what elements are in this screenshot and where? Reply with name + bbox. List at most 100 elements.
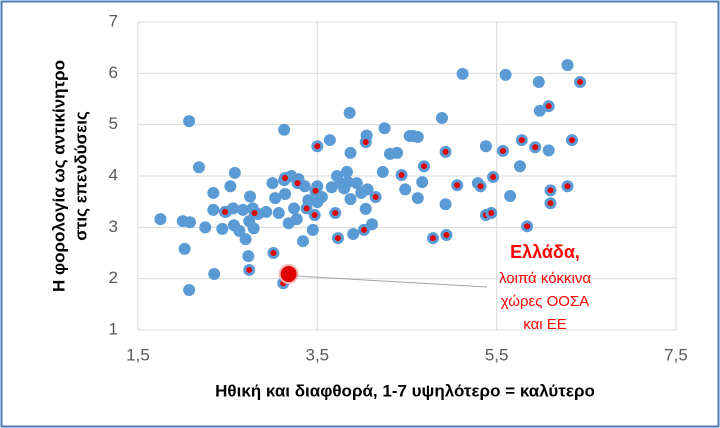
- data-point: [306, 223, 319, 236]
- data-point: [308, 209, 321, 222]
- data-point: [228, 166, 241, 179]
- data-point: [290, 213, 303, 226]
- x-tick-label: 3,5: [306, 345, 330, 364]
- data-point: [236, 203, 249, 216]
- data-point: [216, 222, 229, 235]
- data-point: [331, 232, 344, 245]
- data-point: [391, 146, 404, 159]
- data-point: [218, 205, 231, 218]
- data-point: [542, 144, 555, 157]
- data-point: [343, 106, 356, 119]
- data-point: [207, 203, 220, 216]
- data-point: [456, 67, 469, 80]
- data-point: [224, 180, 237, 193]
- data-point: [544, 197, 557, 210]
- data-point: [279, 187, 292, 200]
- data-point: [496, 144, 509, 157]
- data-point: [565, 134, 578, 147]
- data-point: [208, 268, 221, 281]
- data-point: [272, 206, 285, 219]
- data-point: [427, 232, 440, 245]
- data-point: [242, 250, 255, 263]
- data-point: [325, 181, 338, 194]
- data-point: [411, 192, 424, 205]
- data-point: [515, 134, 528, 147]
- data-point: [199, 221, 212, 234]
- data-point: [344, 146, 357, 159]
- annotation-text: και ΕΕ: [523, 316, 567, 333]
- data-point: [376, 165, 389, 178]
- y-tick-label: 4: [109, 165, 118, 184]
- data-point: [278, 264, 299, 285]
- data-point: [344, 193, 357, 206]
- data-point: [378, 122, 391, 135]
- y-axis-label: Η φορολογία ως αντικίνητρο: [49, 60, 68, 292]
- data-point: [279, 172, 292, 185]
- data-point: [357, 223, 370, 236]
- data-point: [359, 202, 372, 215]
- data-point: [184, 216, 197, 229]
- data-point: [561, 180, 574, 193]
- data-point: [399, 183, 412, 196]
- data-point: [532, 76, 545, 89]
- y-tick-label: 6: [109, 63, 118, 82]
- annotation-leader: [296, 275, 488, 288]
- data-point: [416, 176, 429, 189]
- data-point: [504, 190, 517, 203]
- data-point: [418, 160, 431, 173]
- x-tick-label: 5,5: [485, 345, 509, 364]
- data-point: [300, 202, 313, 215]
- data-point: [311, 140, 324, 153]
- data-point: [340, 165, 353, 178]
- data-point: [544, 184, 557, 197]
- data-point: [411, 130, 424, 143]
- y-tick-label: 1: [109, 319, 118, 338]
- data-point: [439, 198, 452, 211]
- y-tick-label: 2: [109, 268, 118, 287]
- data-point: [350, 177, 363, 190]
- data-point: [341, 176, 354, 189]
- y-axis-label: στις επενδύσεις: [71, 111, 90, 241]
- data-point: [309, 184, 322, 197]
- data-point: [266, 177, 279, 190]
- x-axis-label: Ηθική και διαφθορά, 1-7 υψηλότερο = καλύ…: [215, 381, 595, 400]
- data-point: [499, 68, 512, 81]
- data-point: [183, 115, 196, 128]
- data-point: [278, 123, 291, 136]
- data-point: [288, 202, 301, 215]
- data-point: [329, 206, 342, 219]
- data-point: [529, 141, 542, 154]
- data-point: [435, 111, 448, 124]
- data-point: [247, 222, 260, 235]
- data-point: [451, 179, 464, 192]
- data-point: [359, 136, 372, 149]
- data-point: [291, 177, 304, 190]
- data-point: [440, 229, 453, 242]
- data-point: [269, 192, 282, 205]
- annotation-text: λοιπά κόκκινα: [499, 270, 591, 287]
- annotation-title: Ελλάδα,: [510, 242, 580, 262]
- data-point: [244, 190, 257, 203]
- data-point: [243, 263, 256, 276]
- data-point: [542, 100, 555, 113]
- data-point: [561, 59, 574, 72]
- data-point: [154, 213, 167, 226]
- data-point: [533, 104, 546, 117]
- y-axis-label-group: Η φορολογία ως αντικίνητρο στις επενδύσε…: [49, 60, 90, 292]
- annotation-text: χώρες ΟΟΣΑ: [501, 293, 589, 310]
- data-point: [260, 205, 273, 218]
- data-point: [207, 186, 220, 199]
- data-point: [439, 145, 452, 158]
- y-tick-label: 5: [109, 114, 118, 133]
- data-point: [239, 233, 252, 246]
- data-point: [487, 171, 500, 184]
- data-point: [192, 161, 205, 174]
- data-point: [361, 183, 374, 196]
- data-point: [248, 206, 261, 219]
- data-point: [178, 242, 191, 255]
- data-point: [323, 134, 336, 147]
- data-point: [369, 191, 382, 204]
- x-tick-label: 7,5: [664, 345, 688, 364]
- data-point: [183, 283, 196, 296]
